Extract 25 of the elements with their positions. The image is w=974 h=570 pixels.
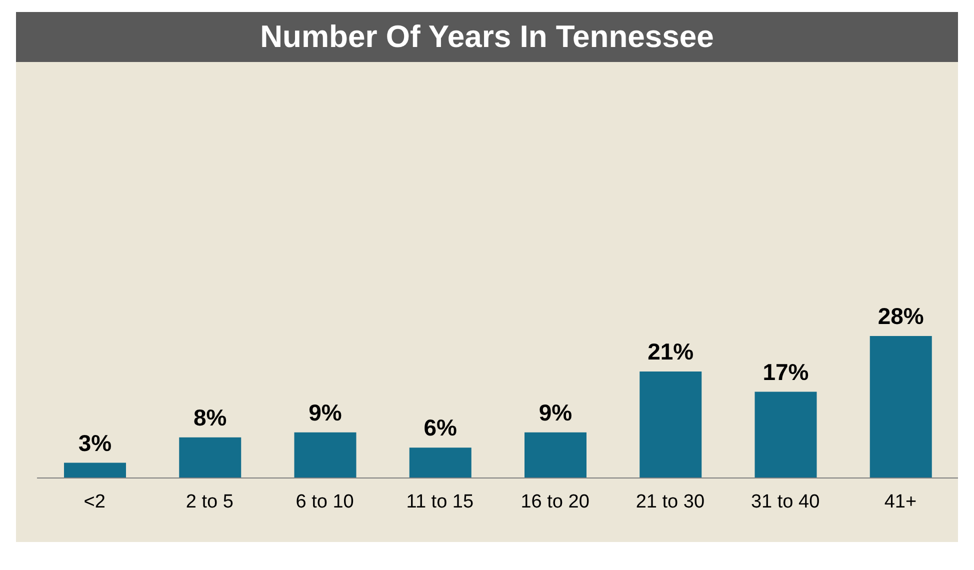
x-tick-label: 31 to 40 xyxy=(750,491,820,512)
bar xyxy=(294,432,356,478)
bar xyxy=(870,336,932,478)
data-label: 28% xyxy=(878,303,924,329)
bar xyxy=(754,392,817,478)
bar xyxy=(409,448,472,478)
x-tick-label: 21 to 30 xyxy=(636,491,705,512)
data-label: 21% xyxy=(648,338,694,364)
chart-title: Number Of Years In Tennessee xyxy=(16,12,958,62)
data-label: 9% xyxy=(538,399,572,426)
data-label: 9% xyxy=(308,399,342,426)
bar xyxy=(179,437,242,478)
data-label: 6% xyxy=(424,414,457,441)
x-tick-label: 6 to 10 xyxy=(296,491,354,512)
x-tick-label: 16 to 20 xyxy=(520,491,590,512)
bar xyxy=(64,462,126,478)
x-tick-label: 41+ xyxy=(884,491,917,512)
data-label: 8% xyxy=(194,404,227,430)
data-label: 3% xyxy=(78,430,112,456)
x-tick-label: <2 xyxy=(84,491,106,512)
bar xyxy=(524,432,586,478)
x-tick-label: 2 to 5 xyxy=(186,491,234,512)
data-label: 17% xyxy=(762,358,809,385)
x-tick-label: 11 to 15 xyxy=(406,491,474,512)
bar xyxy=(640,372,702,478)
